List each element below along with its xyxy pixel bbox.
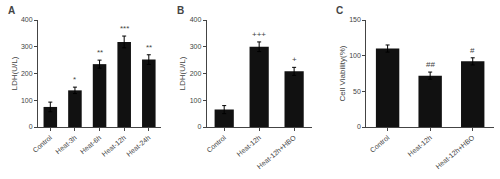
svg-text:400: 400 (21, 16, 33, 23)
svg-text:Heat-12h: Heat-12h (235, 134, 262, 158)
svg-text:200: 200 (190, 70, 202, 77)
svg-text:LDH(U/L): LDH(U/L) (178, 56, 187, 90)
svg-text:##: ## (426, 60, 435, 69)
svg-text:A: A (8, 5, 15, 16)
svg-text:***: *** (120, 24, 129, 33)
svg-text:Heat-24h: Heat-24h (125, 134, 152, 158)
svg-text:100: 100 (21, 97, 33, 104)
svg-text:Heat-12h: Heat-12h (406, 134, 433, 158)
svg-text:100: 100 (190, 97, 202, 104)
svg-text:400: 400 (190, 16, 202, 23)
svg-text:**: ** (97, 48, 103, 57)
svg-text:Control: Control (205, 134, 227, 154)
svg-text:0: 0 (357, 123, 361, 130)
svg-text:#: # (470, 46, 475, 55)
svg-text:300: 300 (21, 43, 33, 50)
svg-text:100: 100 (349, 52, 361, 59)
svg-text:200: 200 (21, 70, 33, 77)
svg-text:Heat-12h+HBO: Heat-12h+HBO (256, 134, 298, 171)
svg-text:+: + (292, 55, 297, 64)
svg-text:Cell Viability(%): Cell Viability(%) (338, 45, 347, 101)
svg-text:**: ** (146, 43, 152, 52)
svg-text:Heat-12h+HBO: Heat-12h+HBO (434, 134, 476, 171)
svg-text:B: B (177, 5, 184, 16)
svg-text:Heat-3h: Heat-3h (54, 134, 78, 155)
svg-text:300: 300 (190, 43, 202, 50)
svg-text:150: 150 (349, 16, 361, 23)
svg-text:50: 50 (353, 88, 361, 95)
svg-text:Heat-12h: Heat-12h (101, 134, 128, 158)
svg-text:Heat-6h: Heat-6h (79, 134, 103, 155)
svg-text:Control: Control (369, 134, 391, 154)
svg-text:+++: +++ (252, 30, 266, 39)
svg-text:Control: Control (31, 134, 53, 154)
svg-text:LDH(U/L): LDH(U/L) (10, 56, 19, 90)
svg-text:C: C (336, 5, 343, 16)
svg-text:*: * (73, 75, 76, 84)
svg-text:0: 0 (197, 123, 201, 130)
svg-text:0: 0 (29, 123, 33, 130)
